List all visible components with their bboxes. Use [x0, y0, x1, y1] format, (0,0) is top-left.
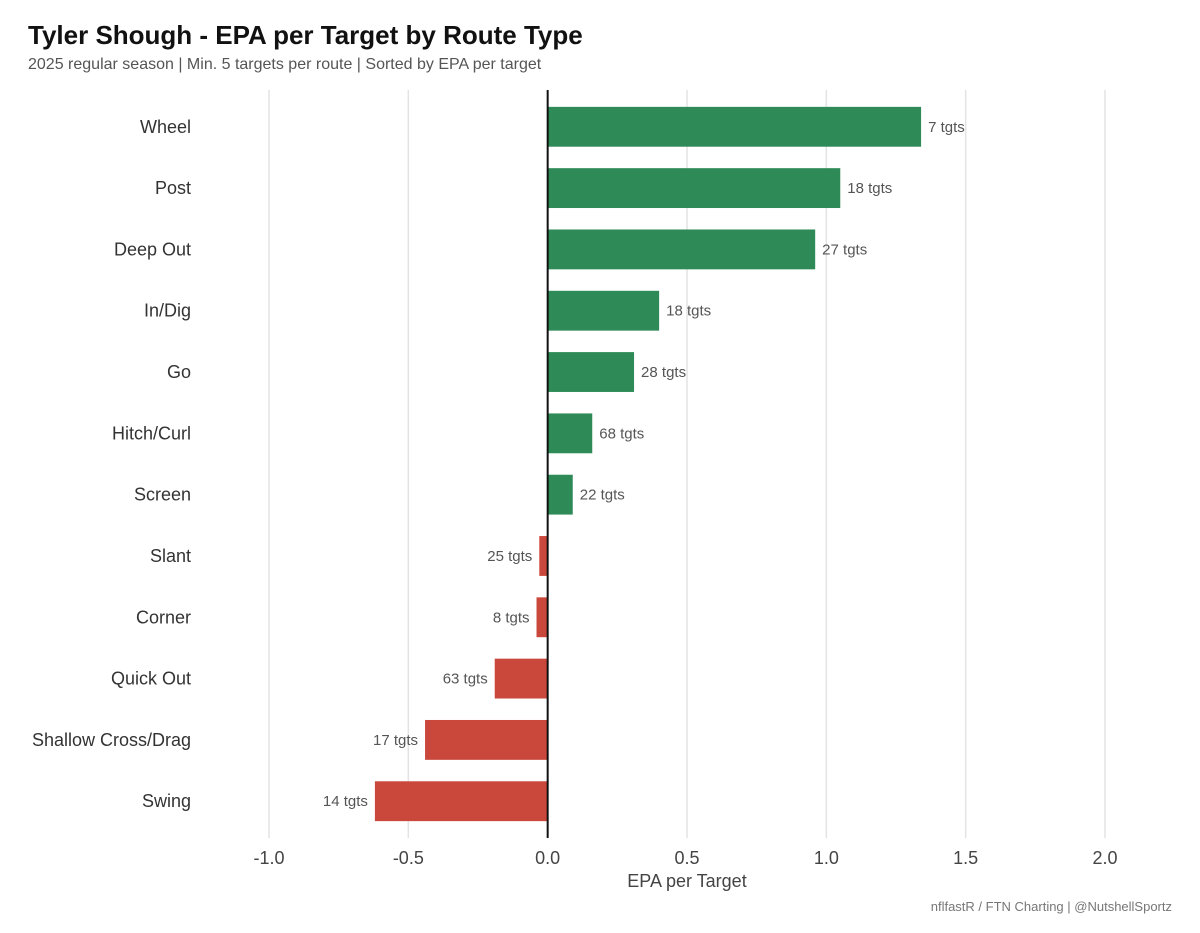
data-label: 28 tgts: [641, 364, 686, 381]
data-label: 14 tgts: [323, 793, 368, 810]
bar-in-dig: [547, 290, 660, 331]
x-tick-label: -1.0: [253, 848, 284, 868]
category-label: Slant: [150, 546, 191, 566]
bar-quick-out: [494, 658, 548, 699]
category-label: Swing: [142, 791, 191, 811]
data-label: 63 tgts: [443, 671, 488, 688]
data-label: 25 tgts: [487, 548, 532, 565]
bar-screen: [547, 474, 573, 515]
bar-corner: [536, 597, 548, 638]
category-label: Hitch/Curl: [112, 423, 191, 443]
data-label: 27 tgts: [822, 241, 867, 258]
grid-lines: [268, 90, 1106, 838]
x-tick-label: 1.0: [814, 848, 839, 868]
category-label: In/Dig: [144, 301, 191, 321]
category-label: Go: [167, 362, 191, 382]
bar-shallow-cross-drag: [425, 719, 548, 760]
category-label: Corner: [136, 607, 191, 627]
data-label: 68 tgts: [599, 425, 644, 442]
x-axis-title: EPA per Target: [627, 871, 746, 891]
data-label: 22 tgts: [580, 487, 625, 504]
bar-go: [547, 352, 635, 392]
source-caption: nflfastR / FTN Charting | @NutshellSport…: [930, 899, 1172, 914]
bar-post: [547, 168, 841, 209]
x-tick-label: 1.5: [953, 848, 978, 868]
category-label: Quick Out: [111, 669, 191, 689]
x-tick-label: 0.0: [535, 848, 560, 868]
data-label: 8 tgts: [493, 609, 530, 626]
data-label: 18 tgts: [666, 303, 711, 320]
x-tick-label: -0.5: [393, 848, 424, 868]
data-label: 17 tgts: [373, 732, 418, 749]
bar-wheel: [547, 106, 922, 147]
labels: -1.0 -0.5 0.0 0.5 1.0 1.5 2.0 Wheel 7 tgts Post 18…: [32, 117, 1118, 868]
category-label: Screen: [134, 485, 191, 505]
bar-slant: [539, 536, 548, 576]
x-tick-label: 2.0: [1092, 848, 1117, 868]
category-label: Deep Out: [114, 239, 191, 259]
x-tick-label: 0.5: [674, 848, 699, 868]
chart-title: Tyler Shough - EPA per Target by Route T…: [28, 20, 583, 50]
category-label: Wheel: [140, 117, 191, 137]
category-label: Shallow Cross/Drag: [32, 730, 191, 750]
bar-swing: [374, 781, 548, 822]
data-label: 7 tgts: [928, 119, 965, 136]
chart-subtitle: 2025 regular season | Min. 5 targets per…: [28, 56, 542, 73]
bar-deep-out: [547, 229, 816, 270]
bars: [374, 106, 922, 822]
data-label: 18 tgts: [847, 180, 892, 197]
bar-hitch-curl: [547, 413, 593, 454]
category-label: Post: [155, 178, 191, 198]
